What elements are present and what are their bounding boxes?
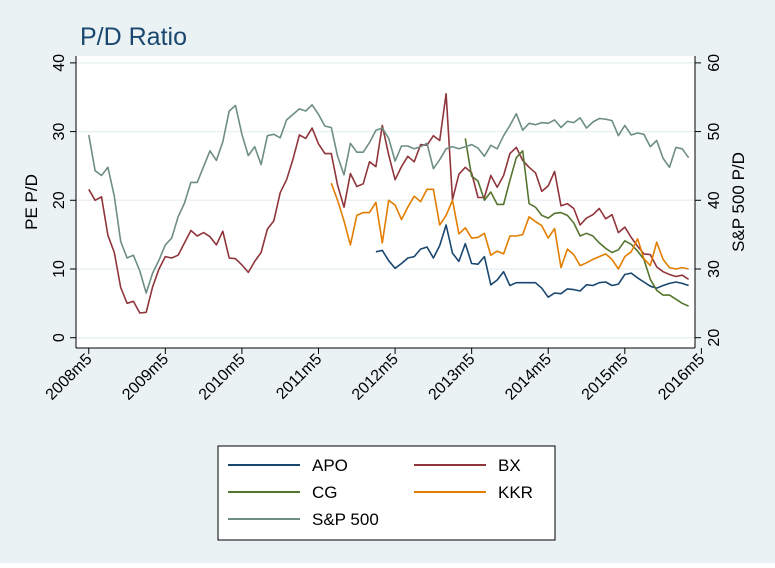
series-line-apo (375, 224, 689, 299)
x-tick-label-3: 2011m5 (273, 351, 325, 403)
y2-tick-label-1: 30 (706, 260, 723, 278)
y2-tick-label-2: 40 (706, 191, 723, 209)
legend-label-0: APO (312, 456, 348, 475)
y-tick-label-1: 10 (51, 260, 68, 278)
y2-tick-label-4: 60 (706, 54, 723, 72)
x-tick-label-8: 2016m5 (655, 351, 708, 404)
x-tick-label-0: 2008m5 (43, 351, 96, 404)
y-tick-label-3: 30 (51, 123, 68, 141)
series-line-kkr (330, 182, 689, 270)
legend-label-4: S&P 500 (312, 510, 379, 529)
y-axis-label: PE P/D (22, 174, 41, 230)
x-tick-label-1: 2009m5 (119, 351, 172, 404)
series-line-s-p-500 (88, 104, 690, 294)
y2-tick-label-3: 50 (706, 123, 723, 141)
y-tick-label-4: 40 (51, 54, 68, 72)
y-tick-label-0: 0 (51, 333, 68, 342)
y-tick-label-2: 20 (51, 191, 68, 209)
x-tick-label-4: 2012m5 (349, 351, 402, 404)
y2-axis-label: S&P 500 P/D (729, 152, 748, 252)
x-tick-label-5: 2013m5 (426, 351, 479, 404)
x-tick-label-7: 2015m5 (579, 351, 632, 404)
series-lines (88, 93, 690, 314)
grid-lines (76, 62, 695, 339)
plot-area (76, 56, 695, 348)
chart-title: P/D Ratio (80, 23, 187, 51)
legend-label-2: CG (312, 483, 338, 502)
y2-tick-label-0: 20 (706, 329, 723, 347)
legend-label-1: BX (498, 456, 521, 475)
series-line-cg (464, 138, 689, 307)
legend: APO BX CG KKR S&P 500 (217, 445, 556, 541)
series-line-bx (88, 93, 690, 314)
legend-label-3: KKR (498, 483, 533, 502)
x-tick-label-6: 2014m5 (502, 351, 555, 404)
x-tick-label-2: 2010m5 (196, 351, 249, 404)
